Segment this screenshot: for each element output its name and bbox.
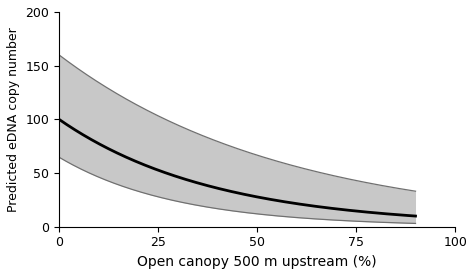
X-axis label: Open canopy 500 m upstream (%): Open canopy 500 m upstream (%) (137, 255, 377, 269)
Y-axis label: Predicted eDNA copy number: Predicted eDNA copy number (7, 27, 20, 212)
